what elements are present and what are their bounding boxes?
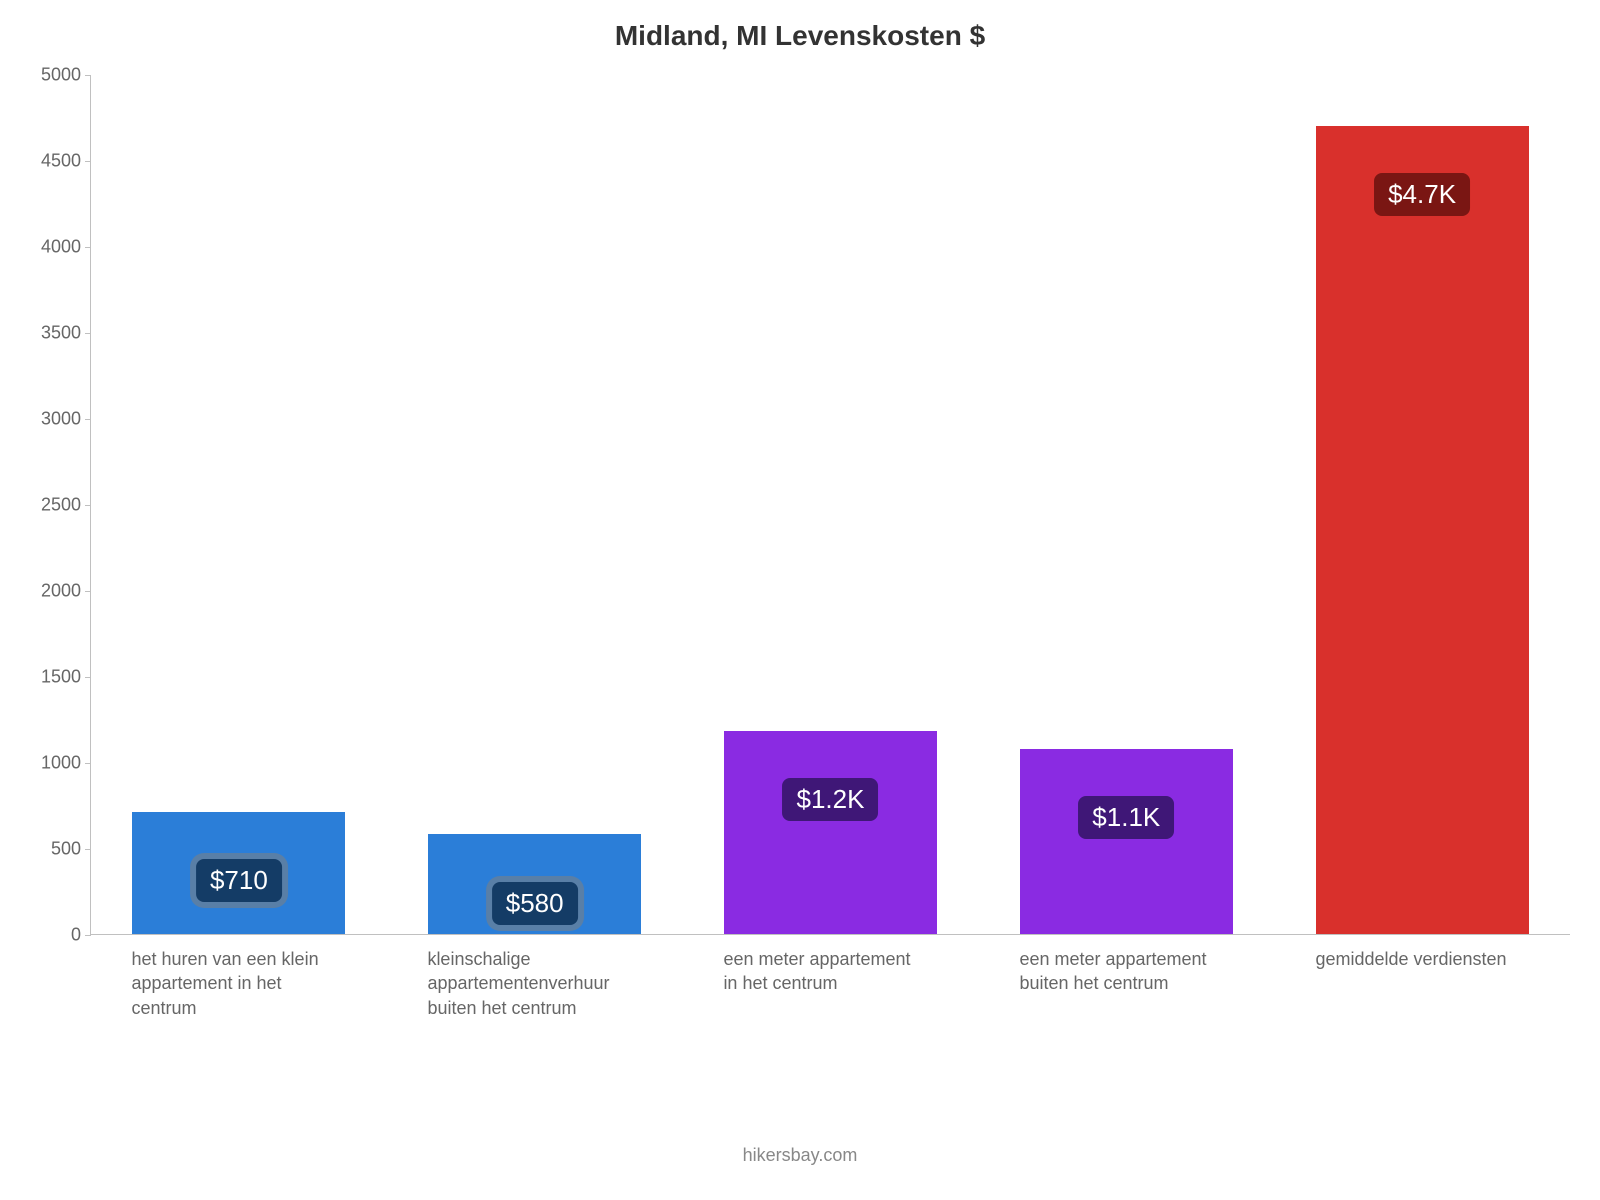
y-tick-label: 3000 [41, 409, 91, 430]
x-axis-label: een meter appartement buiten het centrum [1019, 947, 1219, 1020]
bar: $1.2K [724, 731, 937, 934]
x-axis-labels: het huren van een klein appartement in h… [90, 947, 1570, 1020]
x-axis-label: het huren van een klein appartement in h… [131, 947, 331, 1020]
bar-slot: $580 [387, 75, 683, 934]
bar-value-label: $710 [196, 859, 282, 902]
x-label-cell: een meter appartement in het centrum [682, 947, 978, 1020]
bar: $1.1K [1020, 749, 1233, 934]
bar-slot: $1.2K [683, 75, 979, 934]
x-axis-label: gemiddelde verdiensten [1315, 947, 1506, 1020]
y-tick-label: 2500 [41, 495, 91, 516]
chart-container: Midland, MI Levenskosten $ 0500100015002… [0, 0, 1600, 1200]
x-label-cell: het huren van een klein appartement in h… [90, 947, 386, 1020]
bars-row: $710 $580 $1.2K $1.1K $4.7K [91, 75, 1570, 934]
x-label-cell: kleinschalige appartementenverhuur buite… [386, 947, 682, 1020]
bar-value-label: $4.7K [1374, 173, 1470, 216]
y-tick-label: 2000 [41, 581, 91, 602]
bar-value-label: $1.1K [1078, 796, 1174, 839]
y-tick-label: 5000 [41, 65, 91, 86]
x-axis-label: kleinschalige appartementenverhuur buite… [427, 947, 627, 1020]
bar-value-label: $1.2K [783, 778, 879, 821]
bar-slot: $4.7K [1274, 75, 1570, 934]
footer-credit: hikersbay.com [0, 1145, 1600, 1166]
y-tick-mark [85, 935, 91, 936]
y-tick-label: 1000 [41, 753, 91, 774]
bar: $710 [132, 812, 345, 934]
bar-value-label: $580 [492, 882, 578, 925]
x-axis-label: een meter appartement in het centrum [723, 947, 923, 1020]
chart-title: Midland, MI Levenskosten $ [0, 20, 1600, 52]
x-label-cell: gemiddelde verdiensten [1274, 947, 1570, 1020]
y-tick-label: 4500 [41, 151, 91, 172]
y-tick-label: 4000 [41, 237, 91, 258]
plot-area: 0500100015002000250030003500400045005000… [90, 75, 1570, 935]
bar: $4.7K [1316, 126, 1529, 934]
y-tick-label: 3500 [41, 323, 91, 344]
bar-slot: $1.1K [978, 75, 1274, 934]
bar: $580 [428, 834, 641, 934]
x-label-cell: een meter appartement buiten het centrum [978, 947, 1274, 1020]
y-tick-label: 1500 [41, 667, 91, 688]
bar-slot: $710 [91, 75, 387, 934]
